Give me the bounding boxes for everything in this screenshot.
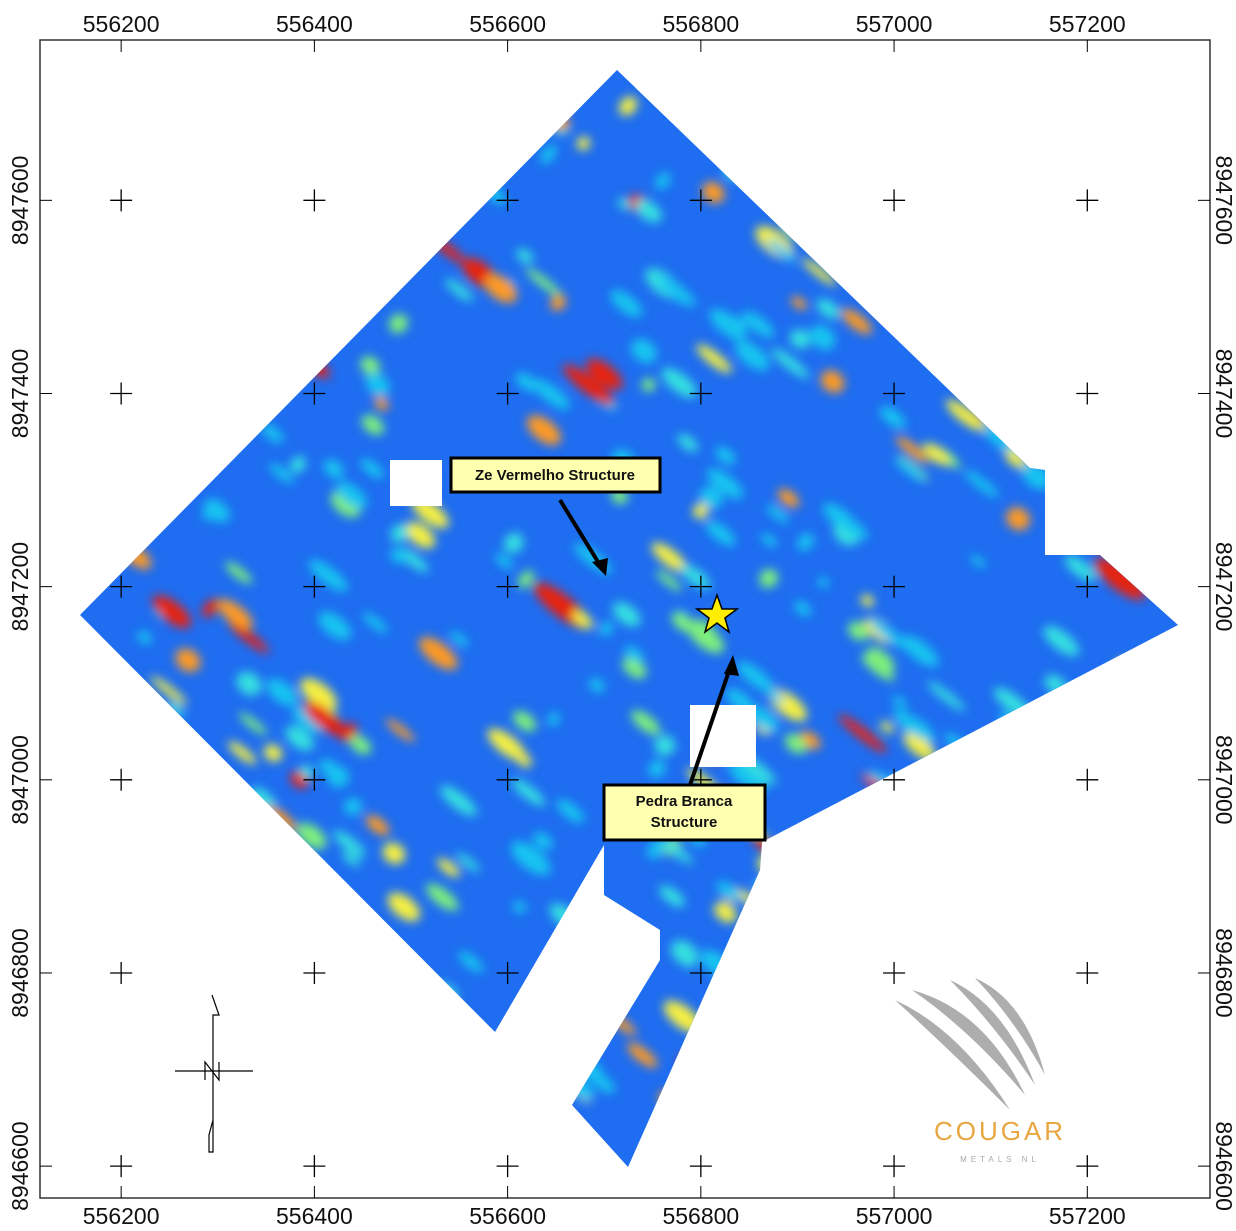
y-tick-label: 8946600: [1211, 1121, 1236, 1211]
x-tick-label: 556800: [662, 1203, 739, 1229]
y-tick-label: 8947200: [7, 542, 33, 632]
y-tick-label: 8946800: [1211, 928, 1236, 1018]
x-tick-label: 556200: [83, 1203, 160, 1229]
x-tick-label: 556600: [469, 1203, 546, 1229]
map: 556200 556200 556400 556400 556600 556600 5568…: [0, 0, 1236, 1231]
y-tick-label: 8947600: [1211, 156, 1236, 246]
annotation-label: Structure: [651, 814, 718, 831]
x-tick-label: 557200: [1049, 11, 1126, 37]
logo-subtitle: METALS NL: [960, 1155, 1040, 1164]
x-tick-label: 557200: [1049, 1203, 1126, 1229]
logo-name: COUGAR: [934, 1116, 1066, 1146]
x-tick-label: 557000: [856, 1203, 933, 1229]
y-tick-label: 8947000: [7, 735, 33, 825]
y-tick-label: 8947400: [1211, 349, 1236, 439]
y-tick-label: 8947200: [1211, 542, 1236, 632]
x-tick-label: 556400: [276, 11, 353, 37]
x-tick-label: 556400: [276, 1203, 353, 1229]
x-tick-label: 556800: [662, 11, 739, 37]
annotation-label: Pedra Branca: [636, 793, 733, 810]
x-tick-label: 556600: [469, 11, 546, 37]
y-tick-label: 8947400: [7, 349, 33, 439]
y-tick-label: 8947000: [1211, 735, 1236, 825]
x-tick-label: 557000: [856, 11, 933, 37]
y-tick-label: 8947600: [7, 156, 33, 246]
y-tick-label: 8946800: [7, 928, 33, 1018]
annotation-label: Ze Vermelho Structure: [475, 467, 635, 484]
y-tick-label: 8946600: [7, 1121, 33, 1211]
data-gap: [390, 460, 442, 506]
x-tick-label: 556200: [83, 11, 160, 37]
